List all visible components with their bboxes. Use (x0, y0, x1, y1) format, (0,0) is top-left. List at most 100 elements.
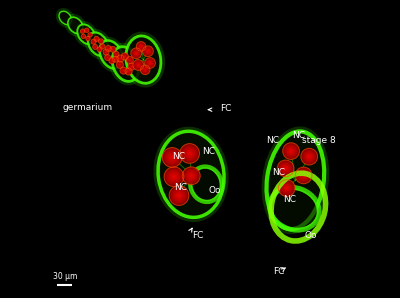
Ellipse shape (171, 173, 177, 180)
Ellipse shape (86, 30, 87, 31)
Ellipse shape (99, 49, 100, 50)
Ellipse shape (278, 180, 295, 196)
Ellipse shape (140, 45, 143, 48)
Ellipse shape (100, 41, 102, 42)
Text: 30 μm: 30 μm (52, 272, 77, 281)
Ellipse shape (297, 168, 310, 182)
Ellipse shape (94, 46, 96, 48)
Ellipse shape (102, 46, 103, 47)
Ellipse shape (128, 63, 135, 70)
Ellipse shape (128, 58, 132, 62)
Ellipse shape (172, 189, 186, 202)
Ellipse shape (113, 51, 119, 57)
Ellipse shape (142, 67, 148, 73)
Ellipse shape (184, 168, 199, 183)
Ellipse shape (131, 48, 142, 59)
Ellipse shape (88, 33, 92, 37)
Ellipse shape (68, 17, 83, 33)
Ellipse shape (82, 30, 83, 32)
Ellipse shape (109, 58, 114, 63)
Ellipse shape (110, 47, 115, 52)
Ellipse shape (81, 30, 84, 33)
Ellipse shape (94, 37, 99, 41)
Ellipse shape (111, 60, 112, 61)
Ellipse shape (134, 52, 138, 55)
Ellipse shape (144, 69, 146, 71)
Ellipse shape (288, 148, 294, 154)
Ellipse shape (185, 170, 197, 182)
Ellipse shape (284, 185, 290, 191)
Text: stage 8: stage 8 (302, 136, 336, 145)
Ellipse shape (129, 64, 134, 69)
Ellipse shape (140, 65, 150, 74)
Ellipse shape (116, 61, 123, 68)
Ellipse shape (118, 55, 124, 61)
Ellipse shape (143, 67, 148, 72)
Ellipse shape (128, 71, 129, 72)
Ellipse shape (141, 66, 149, 74)
Ellipse shape (114, 52, 118, 56)
Ellipse shape (144, 47, 152, 56)
Ellipse shape (182, 167, 200, 185)
Ellipse shape (176, 192, 182, 199)
Ellipse shape (105, 55, 110, 60)
Ellipse shape (126, 57, 133, 63)
Ellipse shape (115, 53, 118, 56)
Ellipse shape (130, 66, 132, 68)
Text: NC: NC (283, 195, 296, 204)
Ellipse shape (123, 70, 124, 71)
Ellipse shape (142, 46, 153, 57)
Ellipse shape (110, 59, 114, 63)
Ellipse shape (290, 150, 292, 153)
Ellipse shape (192, 168, 220, 201)
Ellipse shape (98, 47, 102, 52)
Ellipse shape (124, 56, 126, 57)
Ellipse shape (113, 57, 118, 62)
Ellipse shape (164, 149, 180, 166)
Ellipse shape (114, 52, 118, 57)
Ellipse shape (134, 51, 139, 56)
Ellipse shape (104, 50, 108, 55)
Ellipse shape (146, 58, 154, 67)
Ellipse shape (59, 11, 72, 24)
Ellipse shape (106, 46, 110, 50)
Ellipse shape (109, 58, 115, 64)
Ellipse shape (113, 56, 118, 62)
Ellipse shape (95, 38, 98, 40)
Ellipse shape (166, 169, 182, 185)
Ellipse shape (132, 49, 141, 58)
Ellipse shape (133, 60, 144, 70)
Ellipse shape (172, 175, 176, 179)
Ellipse shape (130, 65, 133, 69)
Text: NC: NC (292, 131, 305, 140)
Text: FC: FC (220, 104, 232, 113)
Ellipse shape (169, 172, 179, 182)
Ellipse shape (82, 30, 84, 32)
Ellipse shape (94, 45, 97, 49)
Ellipse shape (88, 33, 92, 37)
Ellipse shape (89, 34, 91, 35)
Ellipse shape (104, 50, 108, 54)
Ellipse shape (95, 37, 98, 41)
Ellipse shape (82, 31, 83, 32)
Ellipse shape (96, 38, 97, 39)
Ellipse shape (87, 38, 89, 39)
Ellipse shape (180, 144, 200, 163)
Ellipse shape (83, 36, 84, 37)
Ellipse shape (94, 46, 96, 48)
Ellipse shape (106, 57, 108, 58)
Ellipse shape (115, 53, 117, 55)
Ellipse shape (88, 32, 108, 56)
Ellipse shape (108, 47, 109, 49)
Ellipse shape (99, 40, 103, 43)
Ellipse shape (306, 154, 312, 159)
Ellipse shape (129, 59, 130, 60)
Ellipse shape (136, 62, 141, 68)
Ellipse shape (96, 38, 97, 40)
Ellipse shape (277, 160, 294, 177)
Ellipse shape (112, 48, 114, 51)
Ellipse shape (170, 156, 174, 159)
Ellipse shape (101, 45, 104, 48)
Ellipse shape (82, 35, 85, 38)
Ellipse shape (148, 61, 152, 65)
